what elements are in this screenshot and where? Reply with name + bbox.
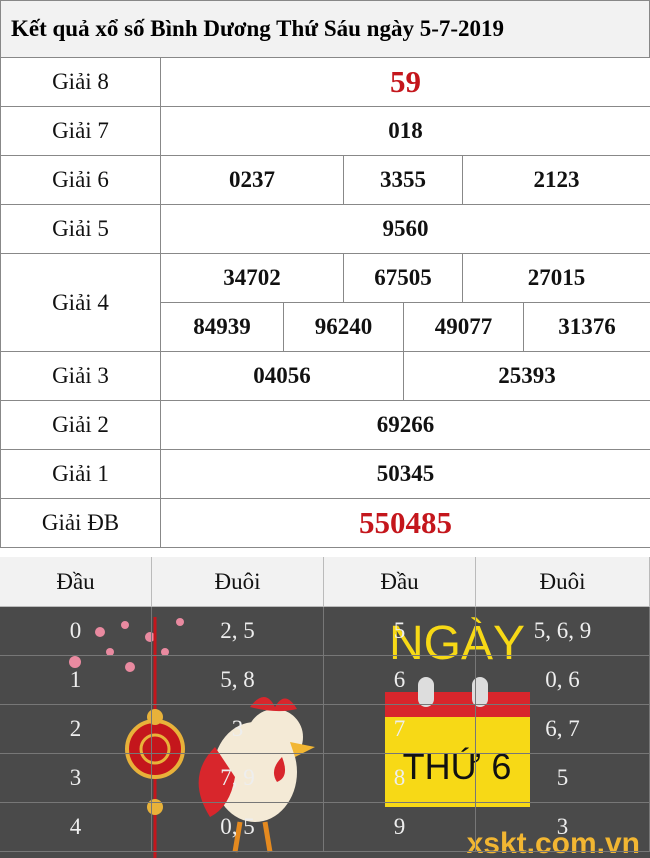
prize-number: 96240 xyxy=(283,302,404,352)
tail-digits: 2, 5 xyxy=(152,607,324,656)
tail-digits: 3 xyxy=(476,803,650,852)
prize-number: 59 xyxy=(160,57,650,107)
tail-digits: 5, 6, 9 xyxy=(476,607,650,656)
prize-number: 84939 xyxy=(160,302,284,352)
prize-number: 0237 xyxy=(160,155,344,205)
head-digit: 3 xyxy=(0,754,152,803)
prize-number: 50345 xyxy=(160,449,650,499)
tail-digits: 3 xyxy=(152,705,324,754)
tail-digits: 6, 7 xyxy=(476,705,650,754)
prize-number: 018 xyxy=(160,106,650,156)
head-digit: 9 xyxy=(324,803,476,852)
prize-label: Giải 8 xyxy=(0,57,161,107)
head-digit: 8 xyxy=(324,754,476,803)
tail-digits: 5 xyxy=(476,754,650,803)
tail-digits: 7, 9 xyxy=(152,754,324,803)
tail-digits: 0, 6 xyxy=(476,656,650,705)
head-digit: 0 xyxy=(0,607,152,656)
banner-art: NGÀY THỨ 6 xskt.com.vn xyxy=(0,607,650,858)
prize-label: Giải 6 xyxy=(0,155,161,205)
site-logo: xskt.com.vn xyxy=(467,827,640,858)
title: Kết quả xổ số Bình Dương Thứ Sáu ngày 5-… xyxy=(0,0,650,58)
prize-number: 67505 xyxy=(343,253,463,303)
head-digit: 1 xyxy=(0,656,152,705)
prize-label: Giải 5 xyxy=(0,204,161,254)
prize-number: 34702 xyxy=(160,253,344,303)
prize-number: 69266 xyxy=(160,400,650,450)
prize-number: 27015 xyxy=(462,253,650,303)
tail-digits: 5, 8 xyxy=(152,656,324,705)
head-digit: 6 xyxy=(324,656,476,705)
column-header: Đuôi xyxy=(476,557,650,607)
head-digit: 5 xyxy=(324,607,476,656)
prize-number: 550485 xyxy=(160,498,650,548)
prize-label: Giải 1 xyxy=(0,449,161,499)
prize-label: Giải 4 xyxy=(0,253,161,352)
weekday: THỨ 6 xyxy=(403,746,512,787)
loto-table: NGÀY THỨ 6 xskt.com.vn Đầu Đuôi Đầu Đuôi 0 2,… xyxy=(0,557,650,858)
prize-number: 3355 xyxy=(343,155,463,205)
column-header: Đầu xyxy=(324,557,476,607)
prize-number: 04056 xyxy=(160,351,404,401)
head-digit: 4 xyxy=(0,803,152,852)
day-label: NGÀY xyxy=(389,617,525,670)
head-digit: 2 xyxy=(0,705,152,754)
prize-label: Giải 2 xyxy=(0,400,161,450)
head-digit: 7 xyxy=(324,705,476,754)
prize-number: 25393 xyxy=(403,351,650,401)
column-header: Đuôi xyxy=(152,557,324,607)
prize-number: 49077 xyxy=(403,302,524,352)
prize-label: Giải ĐB xyxy=(0,498,161,548)
tail-digits: 0, 5 xyxy=(152,803,324,852)
prize-number: 2123 xyxy=(462,155,650,205)
prize-number: 9560 xyxy=(160,204,650,254)
prize-number: 31376 xyxy=(523,302,650,352)
column-header: Đầu xyxy=(0,557,152,607)
prize-label: Giải 3 xyxy=(0,351,161,401)
prize-label: Giải 7 xyxy=(0,106,161,156)
